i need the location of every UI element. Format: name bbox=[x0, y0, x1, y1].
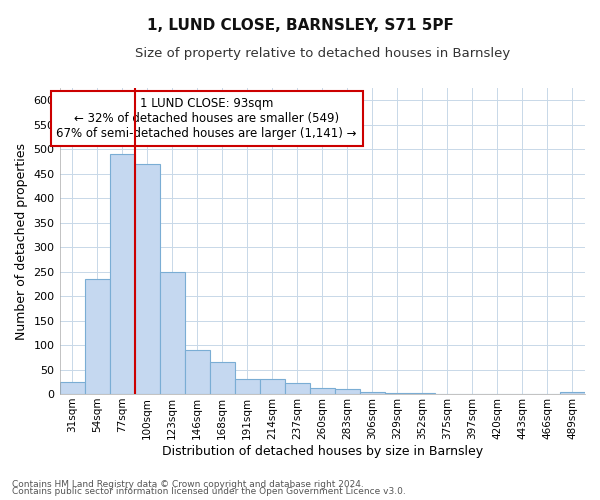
Bar bbox=[335, 389, 360, 394]
Text: 1, LUND CLOSE, BARNSLEY, S71 5PF: 1, LUND CLOSE, BARNSLEY, S71 5PF bbox=[146, 18, 454, 32]
Bar bbox=[85, 279, 110, 394]
Text: Contains public sector information licensed under the Open Government Licence v3: Contains public sector information licen… bbox=[12, 487, 406, 496]
Y-axis label: Number of detached properties: Number of detached properties bbox=[15, 142, 28, 340]
Bar bbox=[310, 388, 335, 394]
Bar bbox=[209, 362, 235, 394]
Text: Contains HM Land Registry data © Crown copyright and database right 2024.: Contains HM Land Registry data © Crown c… bbox=[12, 480, 364, 489]
Text: 1 LUND CLOSE: 93sqm
← 32% of detached houses are smaller (549)
67% of semi-detac: 1 LUND CLOSE: 93sqm ← 32% of detached ho… bbox=[56, 97, 357, 140]
Bar bbox=[59, 382, 85, 394]
Bar bbox=[260, 380, 285, 394]
Bar bbox=[235, 380, 260, 394]
Bar bbox=[560, 392, 585, 394]
Bar bbox=[185, 350, 209, 394]
Bar bbox=[410, 393, 435, 394]
Bar bbox=[110, 154, 134, 394]
Bar bbox=[285, 383, 310, 394]
Bar bbox=[360, 392, 385, 394]
Bar bbox=[385, 393, 410, 394]
Bar bbox=[160, 272, 185, 394]
Title: Size of property relative to detached houses in Barnsley: Size of property relative to detached ho… bbox=[134, 48, 510, 60]
X-axis label: Distribution of detached houses by size in Barnsley: Distribution of detached houses by size … bbox=[162, 444, 483, 458]
Bar bbox=[134, 164, 160, 394]
